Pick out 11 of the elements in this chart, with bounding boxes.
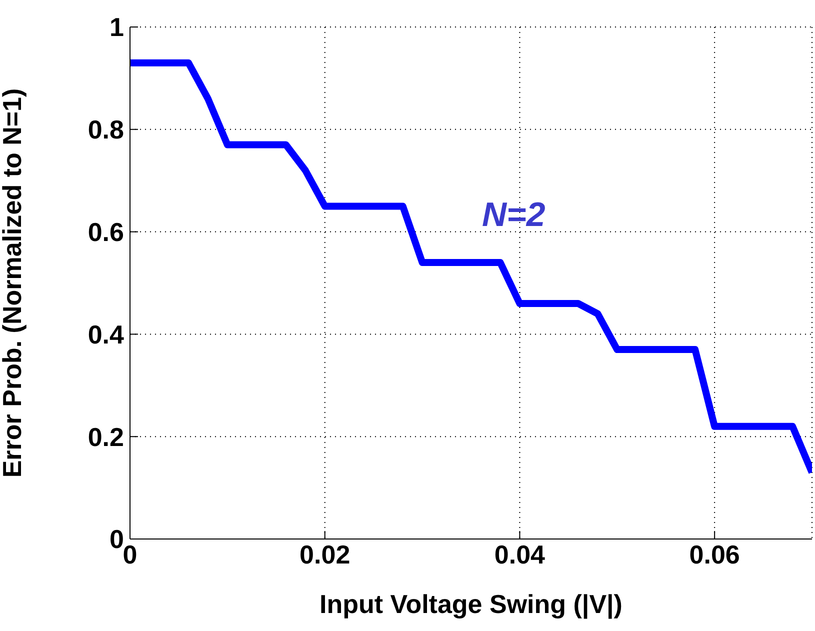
x-tick-label: 0.02 xyxy=(300,539,350,570)
y-tick-label: 0.6 xyxy=(88,217,124,248)
x-tick-label: 0.04 xyxy=(494,539,546,570)
annotation: N=2 xyxy=(482,196,546,235)
y-axis-title: Error Prob. (Normalized to N=1) xyxy=(0,88,28,478)
y-tick-label: 0.8 xyxy=(88,114,124,145)
y-tick-label: 0.2 xyxy=(88,422,124,452)
y-tick-label: 1 xyxy=(110,12,124,42)
y-tick-label: 0.4 xyxy=(88,319,125,350)
x-tick-label: 0.06 xyxy=(689,539,740,570)
x-axis-title: Input Voltage Swing (|V|) xyxy=(320,589,622,619)
